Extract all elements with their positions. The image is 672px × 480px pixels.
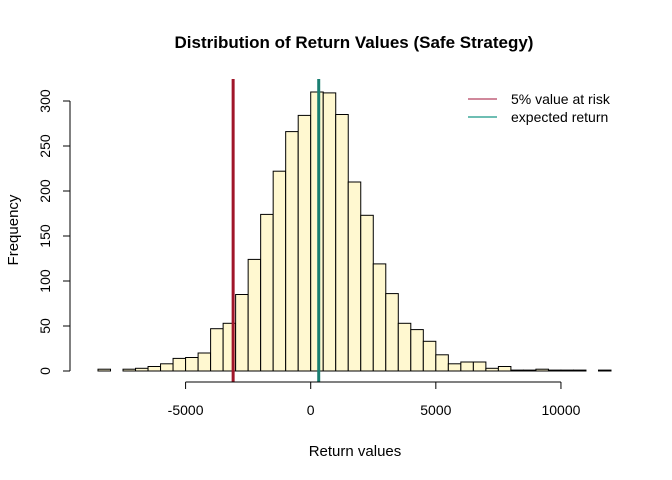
x-tick-label: -5000 [168,402,204,418]
histogram-bar [322,92,337,372]
histogram-bar [422,340,437,372]
reference-lines [231,79,321,382]
y-tick-label: 100 [37,269,53,293]
histogram-bar [522,369,537,372]
x-tick-label: 5000 [420,402,451,418]
histogram-bar [260,213,274,372]
x-tick-label: 10000 [541,402,580,418]
histogram-bar [597,369,612,372]
histogram-bar [572,369,587,372]
histogram-bar [410,329,424,372]
histogram-bar [397,322,412,372]
histogram-bar [335,114,349,372]
histogram-bar [197,352,212,372]
histogram-bars [97,91,612,372]
histogram-bar [510,369,524,372]
histogram-bar [385,293,399,372]
y-tick-label: 50 [37,318,53,334]
chart-title: Distribution of Return Values (Safe Stra… [175,33,534,52]
histogram-bar [297,114,312,372]
histogram-bar [560,369,574,372]
histogram-bar [360,214,374,372]
y-tick-label: 200 [37,179,53,203]
histogram-bar [147,366,162,372]
x-axis-label: Return values [309,443,402,460]
histogram-bar [472,361,487,372]
histogram-bar [272,170,287,372]
histogram-bar [310,91,324,372]
legend: 5% value at risk expected return [468,91,611,125]
histogram-bar [535,368,549,372]
histogram-bar [135,367,149,372]
histogram-bar [122,368,137,372]
histogram-bar [160,363,174,372]
histogram-bar [460,361,474,372]
histogram-bar [372,263,387,372]
y-tick-label: 150 [37,224,53,248]
y-axis: 0 50 100 150 200 250 300 [37,89,71,375]
y-tick-label: 250 [37,134,53,158]
x-axis: -5000 0 5000 10000 [168,381,581,418]
x-tick-label: 0 [307,402,315,418]
histogram-bar [435,354,449,372]
legend-label: 5% value at risk [511,91,611,107]
histogram-bar [447,363,462,372]
y-tick-label: 300 [37,89,53,113]
histogram-bar [210,328,224,372]
histogram-bar [97,368,112,372]
histogram-bar [347,181,362,372]
histogram-bar [497,366,512,372]
histogram-bar [547,369,562,372]
histogram-bar [485,367,499,372]
legend-label: expected return [511,109,608,125]
histogram-bar [247,258,262,372]
histogram-bar [172,357,187,372]
histogram-bar [285,131,299,372]
histogram-bar [185,357,199,372]
histogram-bar [235,294,249,372]
y-tick-label: 0 [37,367,53,375]
y-axis-label: Frequency [5,194,22,265]
